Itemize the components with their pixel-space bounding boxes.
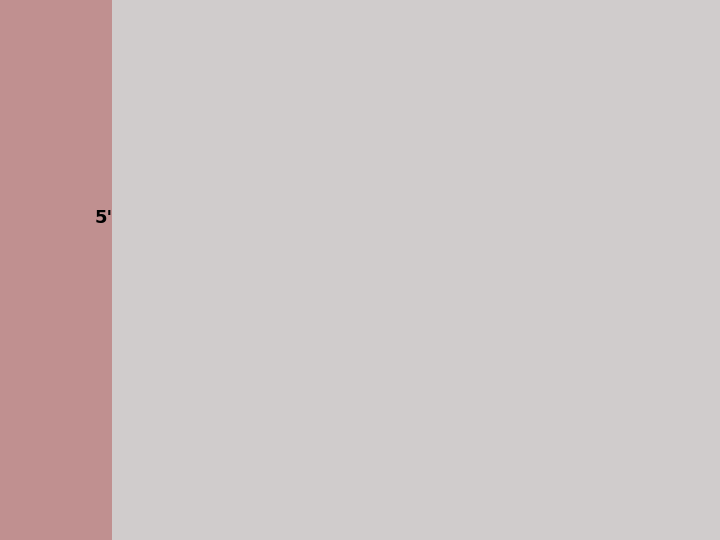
Text: built in a: built in a [120, 180, 250, 200]
Text: 3': 3' [690, 209, 708, 227]
Text: 5': 5' [95, 209, 113, 227]
Text: DNA Polymerase: DNA Polymerase [257, 268, 400, 283]
Text: NEW: NEW [337, 150, 393, 170]
Text: direction: direction [336, 180, 451, 200]
Text: can only add: can only add [343, 78, 504, 98]
Text: copyright cmassengale: copyright cmassengale [303, 347, 417, 357]
Text: DNA Replication: DNA Replication [228, 30, 592, 68]
Text: Nucleotide: Nucleotide [149, 306, 241, 321]
Text: •: • [120, 150, 141, 170]
Text: This causes the: This causes the [141, 150, 337, 170]
Text: of the DNA: of the DNA [438, 108, 577, 128]
Text: RNA
Primer: RNA Primer [601, 276, 659, 308]
Bar [256, 236, 300, 272]
Text: nucleotides to the: nucleotides to the [120, 108, 363, 128]
Text: DNA polymerase: DNA polymerase [141, 78, 343, 98]
Text: •: • [120, 78, 141, 98]
Text: 5': 5' [678, 249, 696, 267]
Text: Direction of Replication: Direction of Replication [230, 328, 490, 347]
Text: 3’ end: 3’ end [363, 108, 438, 128]
Text: strand to be: strand to be [393, 150, 549, 170]
Text: 5’ to 3’: 5’ to 3’ [250, 180, 336, 200]
Text: 23: 23 [649, 343, 671, 358]
